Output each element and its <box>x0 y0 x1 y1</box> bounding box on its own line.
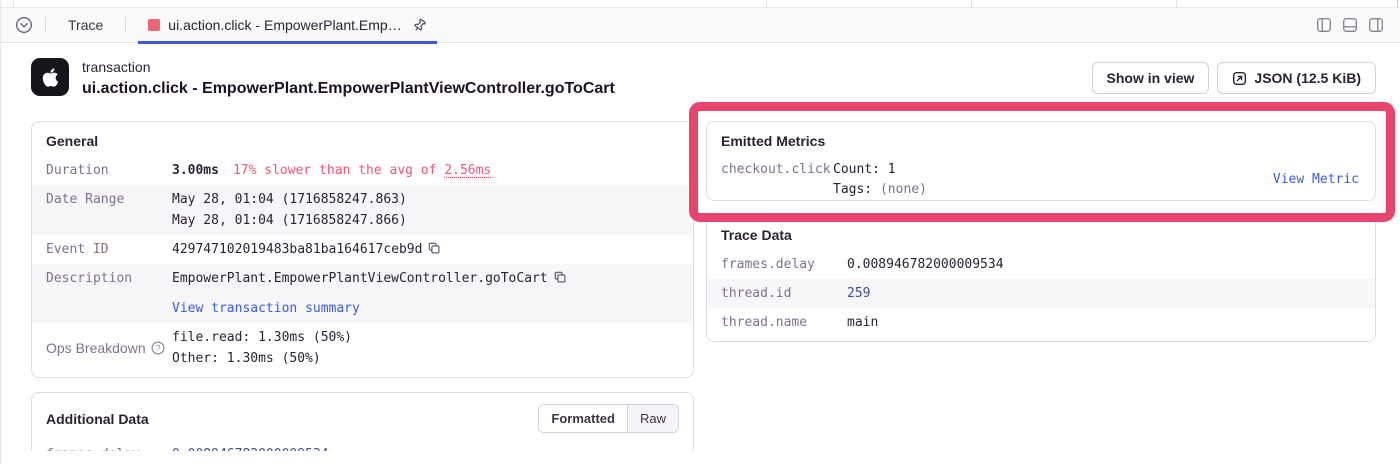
count-value: 1 <box>887 162 896 177</box>
raw-toggle-option[interactable]: Raw <box>627 405 678 432</box>
json-button-label: JSON (12.5 KiB) <box>1254 70 1361 86</box>
help-icon[interactable]: ? <box>151 341 165 355</box>
view-transaction-summary-link[interactable]: View transaction summary <box>172 301 360 316</box>
event-id-value: 429747102019483ba81ba164617ceb9d <box>172 242 423 257</box>
date-range-row: Date Range May 28, 01:04 (1716858247.863… <box>32 185 693 235</box>
dock-left-icon[interactable] <box>1316 17 1332 33</box>
description-row: Description EmpowerPlant.EmpowerPlantVie… <box>32 264 693 323</box>
tab-trace-label: Trace <box>68 17 104 33</box>
external-link-icon <box>1233 71 1247 85</box>
upper-view-edge <box>1 0 1400 8</box>
frames-delay-key: frames.delay <box>721 257 815 272</box>
chevron-down-circle-icon <box>15 16 33 34</box>
drawer-tab-bar: Trace ui.action.click - EmpowerPlant.Emp… <box>1 8 1400 44</box>
collapse-drawer-button[interactable] <box>15 16 33 34</box>
ops-breakdown-key: Ops Breakdown <box>46 339 146 356</box>
thread-id-key: thread.id <box>721 286 792 301</box>
date-range-start: May 28, 01:04 (1716858247.863) <box>172 192 407 207</box>
ops-breakdown-row: Ops Breakdown? file.read: 1.30ms (50%) Ot… <box>32 323 693 373</box>
count-label: Count: <box>833 162 888 177</box>
json-download-button[interactable]: JSON (12.5 KiB) <box>1217 62 1376 94</box>
tags-label: Tags: <box>833 182 880 197</box>
duration-key: Duration <box>46 163 109 178</box>
emitted-metrics-heading: Emitted Metrics <box>721 133 826 149</box>
additional-data-heading: Additional Data <box>46 410 149 427</box>
thread-id-row: thread.id 259 <box>707 279 1375 308</box>
pin-icon[interactable] <box>412 18 427 33</box>
dock-bottom-icon[interactable] <box>1342 17 1358 33</box>
format-toggle: Formatted Raw <box>538 404 679 433</box>
event-header: transaction ui.action.click - EmpowerPla… <box>31 58 1376 100</box>
divider <box>125 17 127 33</box>
formatted-toggle-option[interactable]: Formatted <box>539 405 628 432</box>
svg-text:?: ? <box>155 343 160 353</box>
metric-details: Count: 1 Tags: (none) <box>833 160 1273 200</box>
duration-value: 3.00ms <box>172 163 219 178</box>
trace-data-section: Trace Data frames.delay 0.00894678200000… <box>706 215 1376 342</box>
duration-comparison: 17% slower than the avg of 2.56ms <box>232 163 492 178</box>
apple-platform-icon <box>31 58 69 96</box>
event-id-row: Event ID 429747102019483ba81ba164617ceb9… <box>32 235 693 264</box>
layout-switcher <box>1316 17 1384 33</box>
viewport-cutoff <box>1 451 1400 464</box>
divider <box>45 17 46 33</box>
event-type-label: transaction <box>82 59 151 75</box>
transaction-type-swatch <box>148 19 161 31</box>
dock-right-icon[interactable] <box>1368 17 1384 33</box>
date-range-key: Date Range <box>46 192 125 207</box>
tab-transaction-label: ui.action.click - EmpowerPlant.Emp… <box>168 17 402 33</box>
emitted-metrics-section: Emitted Metrics checkout.click Count: 1 … <box>706 121 1376 201</box>
date-range-end: May 28, 01:04 (1716858247.866) <box>172 213 407 228</box>
general-section: General Duration 3.00ms 17% slower than t… <box>31 121 694 378</box>
show-in-view-label: Show in view <box>1106 70 1195 86</box>
ops-breakdown-line2: Other: 1.30ms (50%) <box>172 351 321 366</box>
copy-icon[interactable] <box>427 241 441 255</box>
general-heading: General <box>46 133 99 149</box>
tags-value: (none) <box>879 182 927 197</box>
thread-name-key: thread.name <box>721 315 808 330</box>
page-title: ui.action.click - EmpowerPlant.EmpowerPl… <box>82 80 615 97</box>
copy-icon[interactable] <box>553 270 567 284</box>
ops-breakdown-line1: file.read: 1.30ms (50%) <box>172 330 353 345</box>
thread-id-value: 259 <box>847 286 871 301</box>
tab-transaction[interactable]: ui.action.click - EmpowerPlant.Emp… <box>138 8 438 44</box>
thread-name-row: thread.name main <box>707 308 1375 337</box>
metric-name: checkout.click <box>721 162 831 177</box>
description-value: EmpowerPlant.EmpowerPlantViewController.… <box>172 271 548 286</box>
metric-row: checkout.click Count: 1 Tags: (none) Vie… <box>707 156 1375 200</box>
tab-trace[interactable]: Trace <box>58 8 113 43</box>
description-key: Description <box>46 271 133 286</box>
view-metric-link[interactable]: View Metric <box>1272 172 1359 187</box>
show-in-view-button[interactable]: Show in view <box>1091 62 1210 94</box>
trace-data-heading: Trace Data <box>721 227 792 243</box>
duration-row: Duration 3.00ms 17% slower than the avg o… <box>32 156 693 185</box>
event-id-key: Event ID <box>46 242 109 257</box>
avg-duration-value[interactable]: 2.56ms <box>444 163 492 178</box>
thread-name-value: main <box>847 315 879 330</box>
frames-delay-row: frames.delay 0.008946782000009534 <box>707 250 1375 279</box>
frames-delay-value: 0.008946782000009534 <box>847 257 1004 272</box>
